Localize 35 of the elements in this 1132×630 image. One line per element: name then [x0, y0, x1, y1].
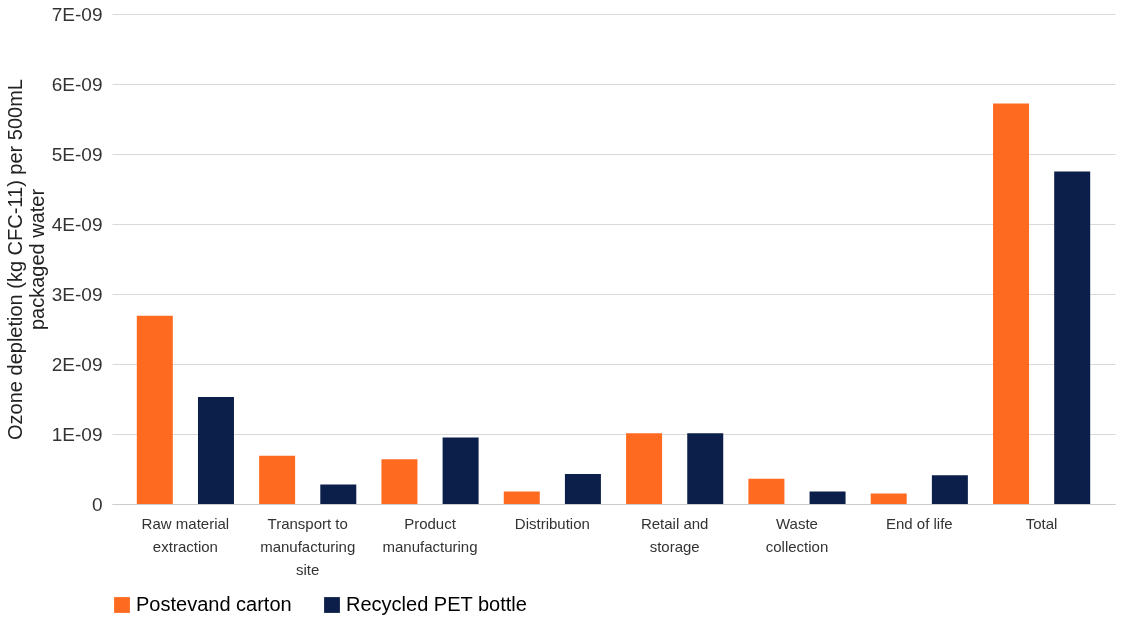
y-tick-label: 0	[91, 493, 103, 515]
bar	[259, 455, 296, 504]
x-tick-label: Product manufacturing	[382, 514, 478, 555]
bar	[748, 478, 785, 504]
y-tick-label: 6E-09	[51, 73, 103, 95]
y-tick-label: 5E-09	[51, 143, 103, 165]
bar	[136, 315, 173, 504]
x-tick-label: Raw material extraction	[141, 514, 230, 555]
y-tick-label: 2E-09	[51, 353, 103, 375]
bar	[503, 491, 540, 504]
bar	[993, 103, 1030, 504]
bar	[870, 493, 907, 504]
x-tick-label: End of life	[885, 514, 953, 532]
bar	[381, 459, 418, 504]
bar	[687, 433, 724, 504]
bar	[197, 396, 234, 504]
legend-label: Postevand carton	[136, 593, 292, 615]
x-tick-label: Waste collection	[765, 514, 829, 555]
bar	[320, 484, 357, 504]
bar	[564, 473, 601, 504]
y-axis-title: Ozone depletion (kg CFC-11) per 500mL packaged water	[3, 79, 48, 440]
y-tick-label: 4E-09	[51, 213, 103, 235]
x-tick-label: Retail and storage	[640, 514, 709, 555]
legend-label: Recycled PET bottle	[346, 593, 527, 615]
bar	[442, 437, 479, 504]
bar	[809, 491, 846, 504]
y-tick-label: 1E-09	[51, 423, 103, 445]
x-tick-label: Transport to manufacturing site	[260, 514, 356, 578]
bar	[931, 475, 968, 504]
y-tick-label: 7E-09	[51, 3, 103, 25]
x-tick-label: Distribution	[514, 514, 590, 532]
bar	[626, 433, 663, 504]
bar	[1054, 171, 1091, 504]
x-tick-label: Total	[1025, 514, 1058, 532]
y-tick-label: 3E-09	[51, 283, 103, 305]
